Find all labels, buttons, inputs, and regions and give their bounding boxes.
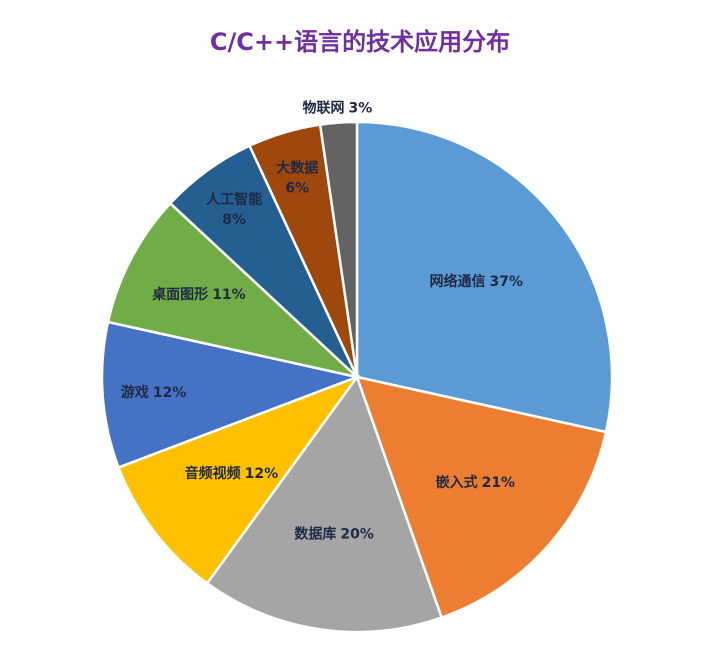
slice-label-8: 大数据 6% [276,160,318,197]
slice-label-4: 音频视频 12% [185,465,279,482]
slice-value-label: 37% [490,274,524,290]
slice-label-9: 物联网 3% [303,99,373,116]
slice-value-label: 21% [482,475,516,491]
slice-name: 人工智能 [206,191,262,208]
slice-name: 物联网 [303,99,345,116]
slice-name: 嵌入式 [436,474,478,491]
slice-name: 音频视频 [185,465,241,482]
pie-slice-4 [116,374,361,586]
slice-name: 网络通信 [430,273,486,290]
pie-slice-5 [100,320,362,470]
slice-name: 数据库 [294,525,336,542]
slice-value-label: 12% [245,466,279,482]
slice-value-label: 6% [285,181,309,197]
slice-value-label: 11% [212,287,246,303]
pie-slice-9 [318,120,359,378]
pie-slice-2 [355,375,608,620]
pie-slice-1 [355,120,614,434]
slice-label-1: 网络通信 37% [430,273,524,290]
slice-value-label: 12% [153,385,187,401]
slice-label-2: 嵌入式 21% [436,474,516,491]
pie-labels: 网络通信 37%嵌入式 21%数据库 20%音频视频 12%游戏 12%桌面图形 11%人工… [121,99,523,542]
pie-slices [100,120,614,634]
slice-label-3: 数据库 20% [294,525,374,542]
pie-slice-3 [205,374,444,634]
slice-label-5: 游戏 12% [121,384,187,401]
slice-value-label: 20% [340,526,374,542]
slice-name: 游戏 [121,384,149,401]
slice-label-6: 桌面图形 11% [152,286,246,303]
slice-name: 大数据 [276,160,318,177]
chart-title: C/C++语言的技术应用分布 [209,28,511,56]
slice-value-label: 8% [222,212,246,228]
slice-value-label: 3% [349,100,373,116]
slice-label-7: 人工智能 8% [206,191,262,228]
slice-name: 桌面图形 [152,286,208,303]
pie-slice-6 [106,201,362,380]
